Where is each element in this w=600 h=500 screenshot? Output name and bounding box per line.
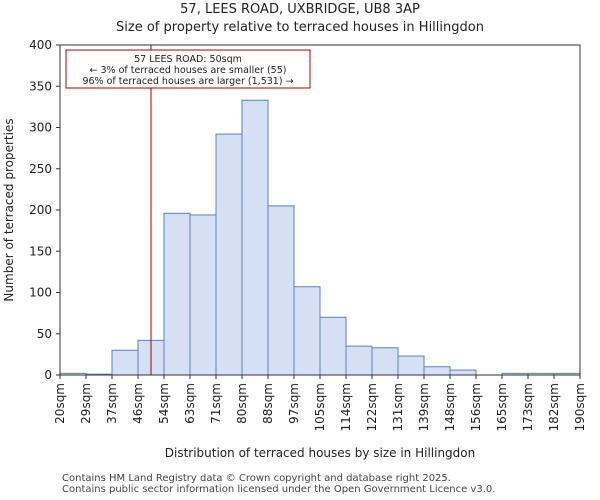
chart-subtitle: Size of property relative to terraced ho… (116, 20, 484, 35)
x-tick-label: 37sqm (105, 383, 119, 424)
x-tick-label: 46sqm (131, 383, 145, 424)
y-tick-label: 50 (37, 327, 52, 341)
y-tick-label: 100 (29, 286, 52, 300)
x-tick-label: 29sqm (79, 383, 93, 424)
chart-title: 57, LEES ROAD, UXBRIDGE, UB8 3AP (180, 2, 420, 17)
y-tick-label: 200 (29, 203, 52, 217)
annotation-text: ← 3% of terraced houses are smaller (55) (90, 65, 287, 76)
x-tick-label: 122sqm (365, 383, 379, 431)
histogram-bar (111, 349, 139, 376)
x-tick-label: 114sqm (339, 383, 353, 431)
y-tick-label: 150 (29, 244, 52, 258)
x-tick-label: 105sqm (313, 383, 327, 431)
x-tick-label: 88sqm (261, 383, 275, 424)
histogram-bar (189, 214, 217, 376)
histogram-bar (319, 316, 347, 376)
y-axis-label: Number of terraced properties (2, 118, 16, 301)
x-tick-label: 156sqm (469, 383, 483, 431)
y-tick-label: 0 (44, 368, 52, 382)
x-tick-label: 63sqm (183, 383, 197, 424)
histogram-bar (293, 286, 321, 376)
histogram-bar (397, 355, 425, 376)
histogram-bar (267, 205, 295, 376)
footer-copyright: Contains HM Land Registry data © Crown c… (62, 473, 451, 484)
histogram-bar (163, 212, 191, 376)
y-tick-label: 300 (29, 121, 52, 135)
annotation-text: 57 LEES ROAD: 50sqm (134, 54, 242, 65)
x-tick-label: 165sqm (495, 383, 509, 431)
x-tick-label: 97sqm (287, 383, 301, 424)
histogram-bar (423, 366, 451, 376)
histogram-bar (371, 347, 399, 376)
x-tick-label: 80sqm (235, 383, 249, 424)
footer-licence: Contains public sector information licen… (62, 484, 496, 495)
y-tick-label: 250 (29, 162, 52, 176)
x-tick-label: 20sqm (53, 383, 67, 424)
x-tick-label: 190sqm (573, 383, 587, 431)
histogram-bar (215, 133, 243, 376)
x-tick-label: 131sqm (391, 383, 405, 431)
y-tick-label: 350 (29, 79, 52, 93)
x-tick-label: 182sqm (547, 383, 561, 431)
x-tick-label: 71sqm (209, 383, 223, 424)
annotation-text: 96% of terraced houses are larger (1,531… (82, 76, 293, 87)
histogram-bar (241, 99, 269, 376)
x-tick-label: 139sqm (417, 383, 431, 431)
x-axis-label: Distribution of terraced houses by size … (165, 446, 475, 460)
histogram-bar (345, 345, 373, 376)
y-tick-label: 400 (29, 38, 52, 52)
histogram-bar (449, 369, 477, 376)
x-tick-label: 148sqm (443, 383, 457, 431)
annotation-box (65, 49, 311, 89)
x-tick-label: 54sqm (157, 383, 171, 424)
x-tick-label: 173sqm (521, 383, 535, 431)
